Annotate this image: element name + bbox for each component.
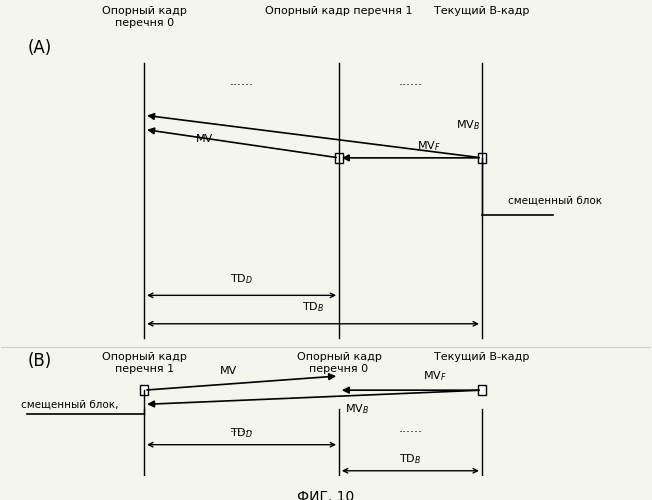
Text: TD$_B$: TD$_B$ (399, 452, 422, 466)
Text: Опорный кадр перечня 1: Опорный кадр перечня 1 (265, 6, 413, 16)
Text: Опорный кадр
перечня 1: Опорный кадр перечня 1 (102, 352, 186, 374)
Text: Текущий В-кадр: Текущий В-кадр (434, 352, 529, 362)
FancyBboxPatch shape (140, 385, 148, 396)
FancyBboxPatch shape (478, 385, 486, 396)
Text: Опорный кадр
перечня 0: Опорный кадр перечня 0 (297, 352, 381, 374)
Text: смещенный блок,: смещенный блок, (21, 399, 119, 409)
Text: MV: MV (220, 366, 237, 376)
Text: Опорный кадр
перечня 0: Опорный кадр перечня 0 (102, 6, 186, 28)
Text: ......: ...... (230, 76, 254, 88)
Text: MV$_B$: MV$_B$ (346, 402, 370, 416)
Text: TD$_D$: TD$_D$ (230, 426, 253, 440)
FancyBboxPatch shape (478, 152, 486, 163)
Text: MV: MV (196, 134, 213, 144)
Text: MV$_F$: MV$_F$ (423, 370, 447, 383)
Text: ......: ...... (398, 422, 422, 434)
Text: ......: ...... (398, 76, 422, 88)
Text: MV$_B$: MV$_B$ (456, 118, 480, 132)
Text: TD$_D$: TD$_D$ (230, 272, 253, 286)
Text: ......: ...... (230, 422, 254, 434)
Text: MV$_F$: MV$_F$ (417, 140, 441, 153)
Text: (B): (B) (27, 352, 52, 370)
FancyBboxPatch shape (335, 152, 343, 163)
Text: смещенный блок: смещенный блок (508, 196, 602, 205)
Text: TD$_B$: TD$_B$ (302, 300, 324, 314)
Text: (A): (A) (27, 40, 52, 58)
Text: ФИГ. 10: ФИГ. 10 (297, 490, 355, 500)
Text: Текущий В-кадр: Текущий В-кадр (434, 6, 529, 16)
